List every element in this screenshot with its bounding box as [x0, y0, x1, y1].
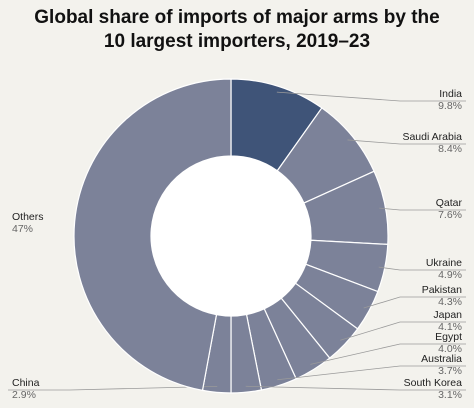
label-name-china: China — [12, 377, 40, 389]
label-value-egypt: 4.0% — [438, 343, 462, 355]
leader-line-south-korea — [245, 385, 466, 391]
leader-line-ukraine — [378, 266, 466, 271]
leader-line-japan — [340, 321, 466, 341]
label-name-india: India — [439, 88, 462, 100]
label-name-egypt: Egypt — [435, 331, 462, 343]
leader-line-saudi-arabia — [347, 139, 466, 145]
label-name-qatar: Qatar — [436, 197, 463, 209]
label-value-ukraine: 4.9% — [438, 269, 462, 281]
label-name-australia: Australia — [421, 353, 462, 365]
label-name-ukraine: Ukraine — [426, 257, 462, 269]
label-name-south-korea: South Korea — [404, 377, 463, 389]
label-value-others: 47% — [12, 223, 33, 235]
leader-line-egypt — [310, 343, 466, 365]
label-name-saudi-arabia: Saudi Arabia — [402, 131, 462, 143]
chart-title-line-1: Global share of imports of major arms by… — [34, 7, 440, 28]
label-value-india: 9.8% — [438, 100, 462, 112]
donut-hole — [151, 156, 311, 316]
chart-title: Global share of imports of major arms by… — [0, 6, 474, 54]
label-value-saudi-arabia: 8.4% — [438, 143, 462, 155]
label-value-pakistan: 4.3% — [438, 296, 462, 308]
label-name-others: Others — [12, 211, 44, 223]
label-name-pakistan: Pakistan — [422, 284, 462, 296]
chart-title-line-2: 10 largest importers, 2019–23 — [103, 31, 371, 52]
label-name-japan: Japan — [433, 309, 462, 321]
leader-line-india — [276, 91, 466, 102]
label-value-qatar: 7.6% — [438, 209, 462, 221]
label-value-australia: 3.7% — [438, 365, 462, 377]
label-value-south-korea: 3.1% — [438, 389, 462, 401]
leader-line-china — [8, 385, 218, 391]
label-value-china: 2.9% — [12, 389, 36, 401]
leader-line-qatar — [379, 207, 466, 211]
leader-line-pakistan — [363, 296, 466, 309]
leader-line-australia — [277, 365, 466, 381]
label-value-japan: 4.1% — [438, 321, 462, 333]
